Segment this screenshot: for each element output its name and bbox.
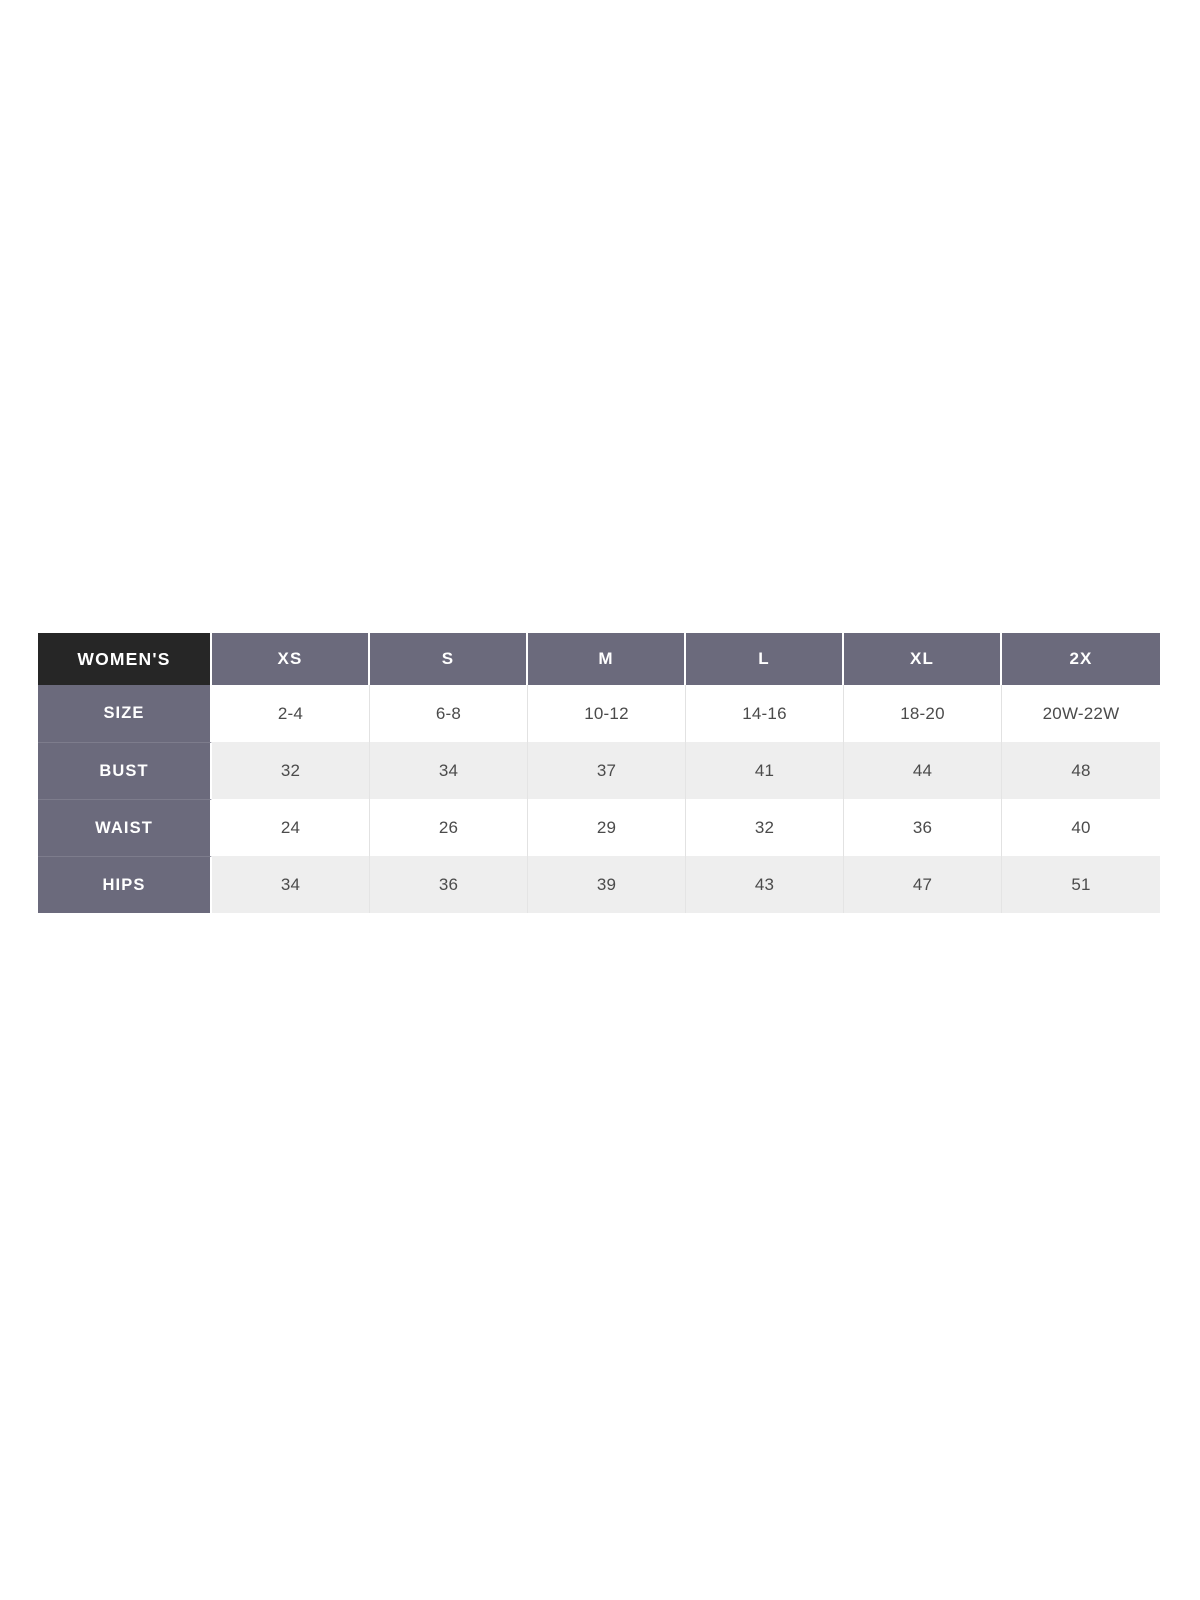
- cell-bust-l: 41: [686, 742, 844, 799]
- cell-bust-s: 34: [370, 742, 528, 799]
- cell-bust-2x: 48: [1002, 742, 1160, 799]
- cell-bust-m: 37: [528, 742, 686, 799]
- column-header-2x: 2X: [1002, 633, 1160, 685]
- column-header-l: L: [686, 633, 844, 685]
- row-label-bust: BUST: [38, 742, 212, 799]
- cell-size-2x: 20W-22W: [1002, 685, 1160, 742]
- table-row: SIZE 2-4 6-8 10-12 14-16 18-20 20W-22W: [38, 685, 1160, 742]
- cell-hips-2x: 51: [1002, 856, 1160, 913]
- cell-waist-s: 26: [370, 799, 528, 856]
- cell-bust-xs: 32: [212, 742, 370, 799]
- cell-bust-xl: 44: [844, 742, 1002, 799]
- cell-hips-s: 36: [370, 856, 528, 913]
- cell-hips-m: 39: [528, 856, 686, 913]
- row-label-waist: WAIST: [38, 799, 212, 856]
- column-header-m: M: [528, 633, 686, 685]
- cell-waist-xs: 24: [212, 799, 370, 856]
- table-row: HIPS 34 36 39 43 47 51: [38, 856, 1160, 913]
- size-chart: WOMEN'S XS S M L XL 2X SIZE 2-4 6-8 10-1…: [38, 633, 1160, 913]
- cell-size-xs: 2-4: [212, 685, 370, 742]
- header-row: WOMEN'S XS S M L XL 2X: [38, 633, 1160, 685]
- cell-hips-l: 43: [686, 856, 844, 913]
- row-label-size: SIZE: [38, 685, 212, 742]
- column-header-s: S: [370, 633, 528, 685]
- cell-size-s: 6-8: [370, 685, 528, 742]
- column-header-xl: XL: [844, 633, 1002, 685]
- table-row: BUST 32 34 37 41 44 48: [38, 742, 1160, 799]
- cell-size-m: 10-12: [528, 685, 686, 742]
- cell-waist-xl: 36: [844, 799, 1002, 856]
- column-header-xs: XS: [212, 633, 370, 685]
- cell-waist-l: 32: [686, 799, 844, 856]
- cell-hips-xl: 47: [844, 856, 1002, 913]
- row-label-hips: HIPS: [38, 856, 212, 913]
- cell-size-xl: 18-20: [844, 685, 1002, 742]
- cell-waist-m: 29: [528, 799, 686, 856]
- cell-hips-xs: 34: [212, 856, 370, 913]
- table-body: SIZE 2-4 6-8 10-12 14-16 18-20 20W-22W B…: [38, 685, 1160, 913]
- womens-size-table: WOMEN'S XS S M L XL 2X SIZE 2-4 6-8 10-1…: [38, 633, 1160, 913]
- cell-size-l: 14-16: [686, 685, 844, 742]
- table-header: WOMEN'S XS S M L XL 2X: [38, 633, 1160, 685]
- table-row: WAIST 24 26 29 32 36 40: [38, 799, 1160, 856]
- table-corner-label: WOMEN'S: [38, 633, 212, 685]
- cell-waist-2x: 40: [1002, 799, 1160, 856]
